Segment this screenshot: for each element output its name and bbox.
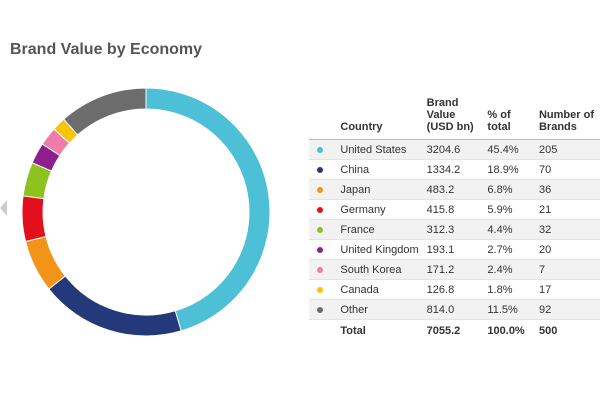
row-color-cell [309,179,337,200]
donut-chart [21,87,271,337]
row-brand-value: 171.2 [422,259,484,280]
row-brand-value: 193.1 [422,239,484,260]
table-body: United States 3204.6 45.4% 205 China 1334.2 18… [309,139,600,320]
row-color-cell [309,239,337,260]
total-percent: 100.0% [483,319,535,342]
header-number-of-brands: Number of Brands [538,109,594,133]
row-percent: 45.4% [483,139,535,160]
row-country: France [336,219,423,240]
table-row: France 312.3 4.4% 32 [309,219,600,240]
row-number-of-brands: 17 [534,279,600,300]
row-brand-value: 3204.6 [422,139,484,160]
table-row: South Korea 171.2 2.4% 7 [309,259,600,280]
legend-dot-icon [317,166,323,173]
table-header-row: Country Brand Value (USD bn) % of total … [309,97,600,140]
header-percent: % of total [487,109,511,133]
row-percent: 2.4% [483,259,535,280]
total-brands: 500 [534,319,600,342]
legend-dot-icon [317,146,323,153]
row-percent: 6.8% [483,179,535,200]
row-number-of-brands: 36 [534,179,600,200]
row-brand-value: 483.2 [422,179,484,200]
donut-slice-germany [21,195,47,243]
chart-title: Brand Value by Economy [10,41,203,58]
legend-dot-icon [317,306,323,313]
table-row: United Kingdom 193.1 2.7% 20 [309,239,600,260]
legend-dot-icon [317,286,323,293]
row-color-cell [309,199,337,220]
row-color-cell [309,139,337,160]
row-number-of-brands: 21 [534,199,600,220]
row-country: United Kingdom [336,239,423,260]
row-color-cell [309,159,337,180]
chevron-left-icon[interactable] [0,200,7,216]
header-country: Country [340,121,383,133]
header-brand-value: Brand Value (USD bn) [426,97,474,133]
row-country: Germany [336,199,423,220]
row-country: Japan [336,179,423,200]
row-percent: 11.5% [483,299,535,320]
total-label: Total [336,319,423,342]
legend-dot-icon [317,186,323,193]
row-country: United States [336,139,423,160]
donut-slice-other [63,87,147,136]
row-country: Other [336,299,423,320]
table-row: Japan 483.2 6.8% 36 [309,179,600,200]
row-percent: 2.7% [483,239,535,260]
row-number-of-brands: 70 [534,159,600,180]
donut-slice-united-states [145,87,271,332]
row-color-cell [309,259,337,280]
row-brand-value: 814.0 [422,299,484,320]
row-number-of-brands: 32 [534,219,600,240]
table-row: Canada 126.8 1.8% 17 [309,279,600,300]
row-number-of-brands: 92 [534,299,600,320]
table-row: Other 814.0 11.5% 92 [309,299,600,320]
row-number-of-brands: 20 [534,239,600,260]
row-percent: 1.8% [483,279,535,300]
row-number-of-brands: 7 [534,259,600,280]
row-percent: 4.4% [483,219,535,240]
row-country: South Korea [336,259,423,280]
row-color-cell [309,219,337,240]
row-percent: 5.9% [483,199,535,220]
legend-dot-icon [317,226,323,233]
row-brand-value: 415.8 [422,199,484,220]
row-brand-value: 1334.2 [422,159,484,180]
row-color-cell [309,299,337,320]
brand-value-table: Country Brand Value (USD bn) % of total … [309,97,600,342]
donut-slice-japan [24,235,66,290]
row-country: China [336,159,423,180]
legend-dot-icon [317,246,323,253]
table-row: China 1334.2 18.9% 70 [309,159,600,180]
table-row: United States 3204.6 45.4% 205 [309,139,600,160]
donut-slice-china [48,275,182,337]
legend-dot-icon [317,206,323,213]
legend-dot-icon [317,266,323,273]
table-row: Germany 415.8 5.9% 21 [309,199,600,220]
row-brand-value: 312.3 [422,219,484,240]
total-value: 7055.2 [422,319,484,342]
total-row: Total 7055.2 100.0% 500 [309,319,600,342]
row-brand-value: 126.8 [422,279,484,300]
row-percent: 18.9% [483,159,535,180]
header-color [309,97,336,140]
row-color-cell [309,279,337,300]
row-number-of-brands: 205 [534,139,600,160]
total-spacer [309,319,337,342]
row-country: Canada [336,279,423,300]
